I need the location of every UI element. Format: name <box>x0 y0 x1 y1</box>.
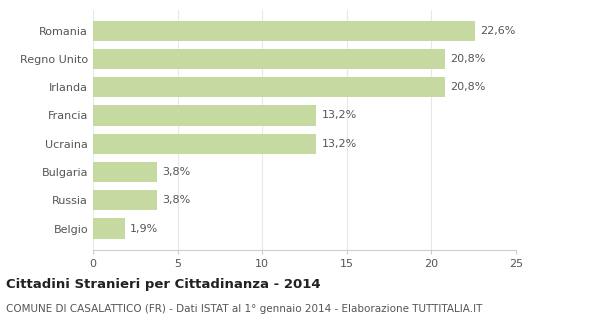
Text: 13,2%: 13,2% <box>322 110 356 120</box>
Text: Cittadini Stranieri per Cittadinanza - 2014: Cittadini Stranieri per Cittadinanza - 2… <box>6 278 320 292</box>
Text: 13,2%: 13,2% <box>322 139 356 149</box>
Bar <box>93 190 157 211</box>
Text: 20,8%: 20,8% <box>450 54 485 64</box>
Bar <box>93 105 316 126</box>
Bar <box>93 20 475 41</box>
Text: 22,6%: 22,6% <box>481 26 516 36</box>
Bar <box>93 162 157 182</box>
Bar <box>93 218 125 239</box>
Bar <box>93 77 445 97</box>
Text: 3,8%: 3,8% <box>163 195 191 205</box>
Bar <box>93 49 445 69</box>
Text: 20,8%: 20,8% <box>450 82 485 92</box>
Text: COMUNE DI CASALATTICO (FR) - Dati ISTAT al 1° gennaio 2014 - Elaborazione TUTTIT: COMUNE DI CASALATTICO (FR) - Dati ISTAT … <box>6 304 482 314</box>
Text: 3,8%: 3,8% <box>163 167 191 177</box>
Bar <box>93 133 316 154</box>
Text: 1,9%: 1,9% <box>130 223 158 234</box>
